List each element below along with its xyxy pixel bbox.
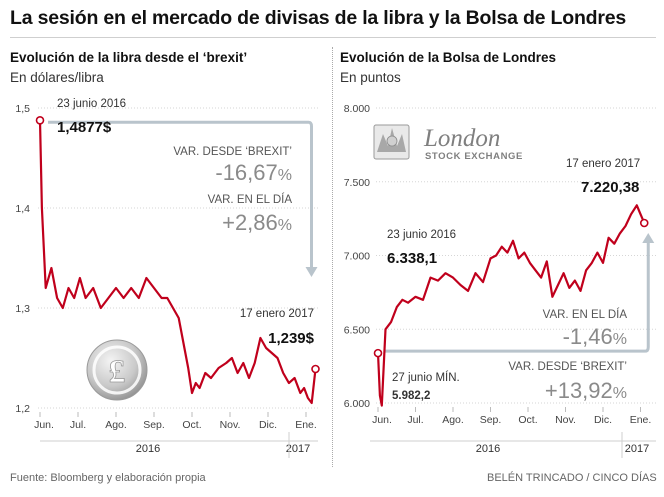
left-var-since-value: -16,67% xyxy=(215,160,292,185)
right-y-tick-label: 6.000 xyxy=(344,398,370,410)
right-min-value: 5.982,2 xyxy=(392,390,430,402)
logo-name: London xyxy=(423,125,500,152)
pound-coin-icon: £ xyxy=(86,339,148,401)
left-y-tick-label: 1,4 xyxy=(15,203,30,215)
left-year-2017: 2017 xyxy=(286,443,310,455)
right-var-day-number: -1,46 xyxy=(563,324,613,349)
left-var-since-number: -16,67 xyxy=(215,160,277,185)
left-x-tick-label: Jul. xyxy=(70,419,86,431)
right-x-tick-label: Oct. xyxy=(518,414,537,426)
left-x-tick-label: Oct. xyxy=(182,419,201,431)
right-y-tick-label: 6.500 xyxy=(344,324,370,336)
right-var-day-label: VAR. EN EL DÍA xyxy=(543,308,628,321)
left-x-tick-label: Ene. xyxy=(295,419,317,431)
left-x-tick-label: Dic. xyxy=(259,419,277,431)
right-x-tick-label: Sep. xyxy=(480,414,502,426)
left-x-tick-label: Sep. xyxy=(143,419,165,431)
left-var-since-pct: % xyxy=(278,167,292,184)
left-var-since-label: VAR. DESDE ‘BREXIT’ xyxy=(173,146,292,158)
left-variation-arrow xyxy=(48,120,313,269)
left-x-tick-label: Nov. xyxy=(220,419,241,431)
left-chart-subtitle: En dólares/libra xyxy=(10,70,104,85)
right-start-marker xyxy=(373,348,383,358)
left-series-line xyxy=(38,120,317,405)
right-y-axis: 6.000 6.500 7.000 7.500 8.000 xyxy=(344,103,370,410)
logo-tagline: STOCK EXCHANGE xyxy=(425,151,523,162)
left-start-marker xyxy=(35,116,45,125)
left-x-tick-label: Ago. xyxy=(105,419,127,431)
panel-divider xyxy=(332,47,334,467)
right-min-date: 27 junio MÍN. xyxy=(392,371,460,384)
right-x-tick-label: Nov. xyxy=(555,414,576,426)
right-chart-subtitle: En puntos xyxy=(340,70,401,85)
left-y-tick-label: 1,3 xyxy=(15,303,30,315)
right-y-tick-label: 7.500 xyxy=(344,177,370,189)
right-x-tick-label: Dic. xyxy=(594,414,612,426)
footer-source: Fuente: Bloomberg y elaboración propia xyxy=(10,472,206,484)
right-x-tick-label: Jul. xyxy=(407,414,423,426)
left-var-day-label: VAR. EN EL DÍA xyxy=(208,193,293,206)
right-year-2016: 2016 xyxy=(476,443,500,455)
right-end-value: 7.220,38 xyxy=(581,179,639,196)
left-y-tick-label: 1,2 xyxy=(15,403,30,415)
left-x-tick-label: Jun. xyxy=(34,419,54,431)
right-y-tick-label: 7.000 xyxy=(344,251,370,263)
right-start-date: 23 junio 2016 xyxy=(387,229,456,241)
right-var-day-value: -1,46% xyxy=(563,324,627,349)
footer-credit: BELÉN TRINCADO / CINCO DÍAS xyxy=(487,472,657,484)
left-var-day-number: +2,86 xyxy=(222,210,278,235)
right-var-since-number: +13,92 xyxy=(545,378,613,403)
left-year-2016: 2016 xyxy=(136,443,160,455)
right-var-since-label: VAR. DESDE ‘BREXIT’ xyxy=(508,361,627,373)
right-x-tick-label: Jun. xyxy=(372,414,392,426)
left-start-value: 1,4877$ xyxy=(57,119,112,136)
right-x-tick-label: Ago. xyxy=(442,414,464,426)
right-var-day-pct: % xyxy=(613,331,627,348)
right-series-line xyxy=(376,204,646,407)
right-variation-arrow xyxy=(384,240,650,353)
left-var-day-pct: % xyxy=(278,217,292,234)
right-start-value: 6.338,1 xyxy=(387,250,437,267)
left-chart-title: Evolución de la libra desde el ‘brexit’ xyxy=(10,50,248,65)
left-y-tick-label: 1,5 xyxy=(15,103,30,115)
right-chart-title: Evolución de la Bolsa de Londres xyxy=(340,50,557,65)
left-arrow-head xyxy=(305,267,318,277)
right-var-since-pct: % xyxy=(613,385,627,402)
right-y-tick-label: 8.000 xyxy=(344,103,370,115)
right-end-marker xyxy=(639,218,649,228)
right-var-since-value: +13,92% xyxy=(545,378,627,403)
left-x-axis: Jun. Jul. Ago. Sep. Oct. Nov. Dic. Ene. xyxy=(34,412,317,431)
right-x-axis: Jun. Jul. Ago. Sep. Oct. Nov. Dic. Ene. xyxy=(372,407,651,426)
left-end-value: 1,239$ xyxy=(268,330,315,347)
left-end-marker xyxy=(311,364,320,374)
right-year-2017: 2017 xyxy=(625,443,649,455)
svg-text:£: £ xyxy=(109,354,126,390)
left-var-day-value: +2,86% xyxy=(222,210,292,235)
main-title: La sesión en el mercado de divisas de la… xyxy=(10,7,627,29)
right-arrow-head xyxy=(642,232,655,243)
left-start-date: 23 junio 2016 xyxy=(57,98,126,110)
right-end-date: 17 enero 2017 xyxy=(566,158,640,170)
left-end-date: 17 enero 2017 xyxy=(240,308,314,320)
title-rule xyxy=(10,37,656,38)
london-stock-exchange-logo: London STOCK EXCHANGE xyxy=(373,124,523,162)
right-x-tick-label: Ene. xyxy=(630,414,652,426)
left-y-axis: 1,2 1,3 1,4 1,5 xyxy=(15,103,30,415)
